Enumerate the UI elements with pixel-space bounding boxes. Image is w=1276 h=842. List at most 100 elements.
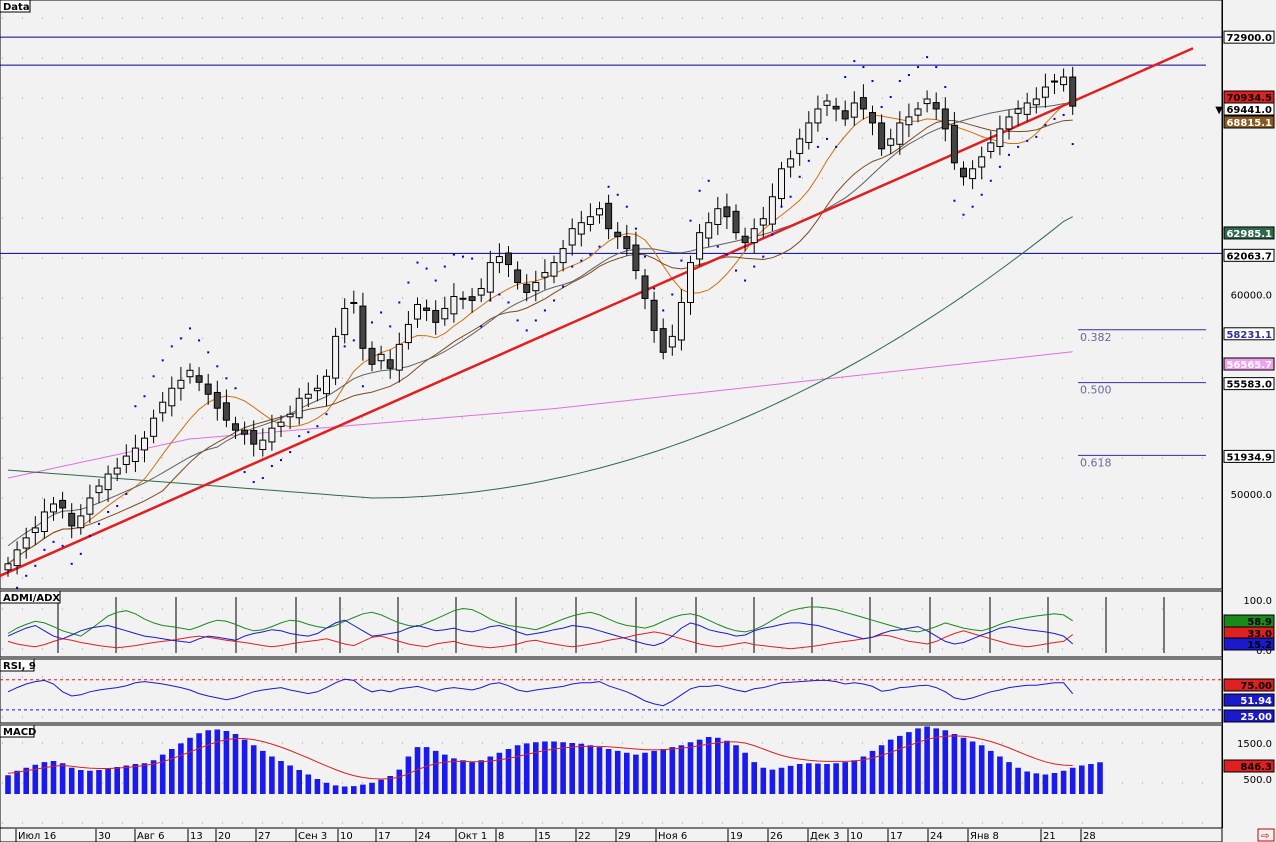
sar-dot (935, 66, 938, 69)
label-rsi-box (1223, 693, 1275, 707)
candle-body (304, 393, 312, 399)
candle-body (4, 563, 12, 571)
macd-bar (332, 785, 339, 794)
candle-body (159, 401, 167, 414)
candle-body (505, 252, 512, 266)
sar-dot (553, 299, 555, 302)
x-tick: 29 (618, 831, 631, 842)
sar-dot (361, 385, 364, 388)
macd-bar (59, 763, 66, 794)
rsi-title: RSI, 9 (3, 661, 36, 672)
candle-body (523, 283, 531, 294)
sar-dot (352, 339, 355, 342)
ma-medium-line (7, 119, 1073, 565)
sar-dot (534, 319, 537, 322)
macd-bar (114, 767, 120, 794)
sar-dot (189, 327, 191, 330)
label-ma-fast-box (1223, 115, 1275, 129)
x-tick: 19 (730, 831, 743, 842)
candle-body (805, 122, 813, 143)
macd-bar (305, 774, 312, 794)
macd-bar (1051, 773, 1058, 794)
fib-label: 0.618 (1080, 456, 1112, 469)
fib-label: 0.382 (1080, 331, 1112, 344)
rsi-line (7, 678, 1074, 707)
candle-body (568, 228, 576, 246)
macd-bar (1033, 773, 1040, 794)
x-tick: Окт 1 (458, 831, 487, 842)
candle-body (59, 499, 67, 509)
ma-long-line (7, 351, 1073, 479)
sar-dot (343, 345, 346, 348)
macd-bar (241, 739, 248, 794)
candle-body (1032, 98, 1040, 106)
candle-body (268, 427, 276, 443)
candle-body (823, 100, 831, 106)
sar-dot (698, 189, 701, 192)
price-chart: 0.382 0.500 0.618 (0, 36, 1222, 603)
candle-body (687, 262, 694, 303)
macd-bar (469, 762, 475, 794)
candle-body (232, 423, 239, 431)
scroll-corner-button[interactable] (1257, 828, 1275, 842)
macd-bar (660, 749, 666, 794)
sar-dot (807, 159, 810, 162)
macd-bar (505, 749, 512, 794)
macd-bar (769, 769, 776, 794)
macd-bar (842, 762, 848, 794)
x-tick: 26 (770, 831, 783, 842)
macd-bar (542, 741, 548, 794)
macd-bar (1088, 764, 1094, 794)
sar-dot (998, 165, 1001, 168)
candle-body (177, 379, 185, 389)
macd-bar (906, 732, 912, 794)
macd-bar (951, 734, 958, 794)
rsi-panel (0, 658, 1223, 724)
axis-labels: 72900.0 70934.5▼ 69441.0 68815.1 62985.1 620… (15, 30, 1275, 842)
sar-dot (152, 375, 155, 378)
macd-bar (988, 750, 994, 794)
admi-tick: 100.0 (1243, 596, 1272, 607)
macd-bar (978, 745, 985, 794)
macd-bar (942, 730, 949, 794)
macd-bar (369, 782, 375, 794)
candle-body (778, 168, 785, 200)
candle-body (978, 156, 986, 168)
candle-body (241, 429, 249, 435)
sar-dot (653, 287, 656, 290)
candle-body (605, 202, 613, 230)
macd-bar (196, 733, 202, 794)
macd-bar (478, 760, 484, 794)
sar-dot (889, 95, 892, 98)
sar-dot (907, 74, 910, 77)
sar-dot (953, 199, 956, 202)
sar-dot (816, 145, 819, 148)
sar-dot (443, 265, 446, 268)
sar-dot (25, 574, 28, 577)
macd-bar (159, 754, 166, 794)
sar-dot (826, 137, 828, 140)
candle-body (168, 387, 176, 407)
sar-dot (1071, 143, 1074, 146)
label-adx: 58.9 (1247, 617, 1272, 628)
macd-bar (496, 752, 503, 794)
macd-bar (68, 767, 75, 794)
x-tick: 17 (378, 831, 391, 842)
candle-body (759, 218, 767, 226)
sar-dot (716, 245, 719, 248)
macd-bar (860, 756, 867, 794)
rsi-chart (0, 678, 1222, 711)
sar-dot (170, 345, 173, 348)
candle-body (404, 323, 412, 344)
sar-dot (98, 522, 100, 525)
sar-dot (525, 329, 528, 332)
macd-bar (278, 761, 284, 794)
candle-body (559, 248, 567, 264)
x-tick: 30 (98, 831, 111, 842)
candle-body (914, 108, 922, 116)
macd-bar (760, 767, 767, 794)
macd-bar (214, 729, 221, 794)
macd-bar (533, 742, 539, 794)
series-dmi- (7, 630, 1074, 650)
